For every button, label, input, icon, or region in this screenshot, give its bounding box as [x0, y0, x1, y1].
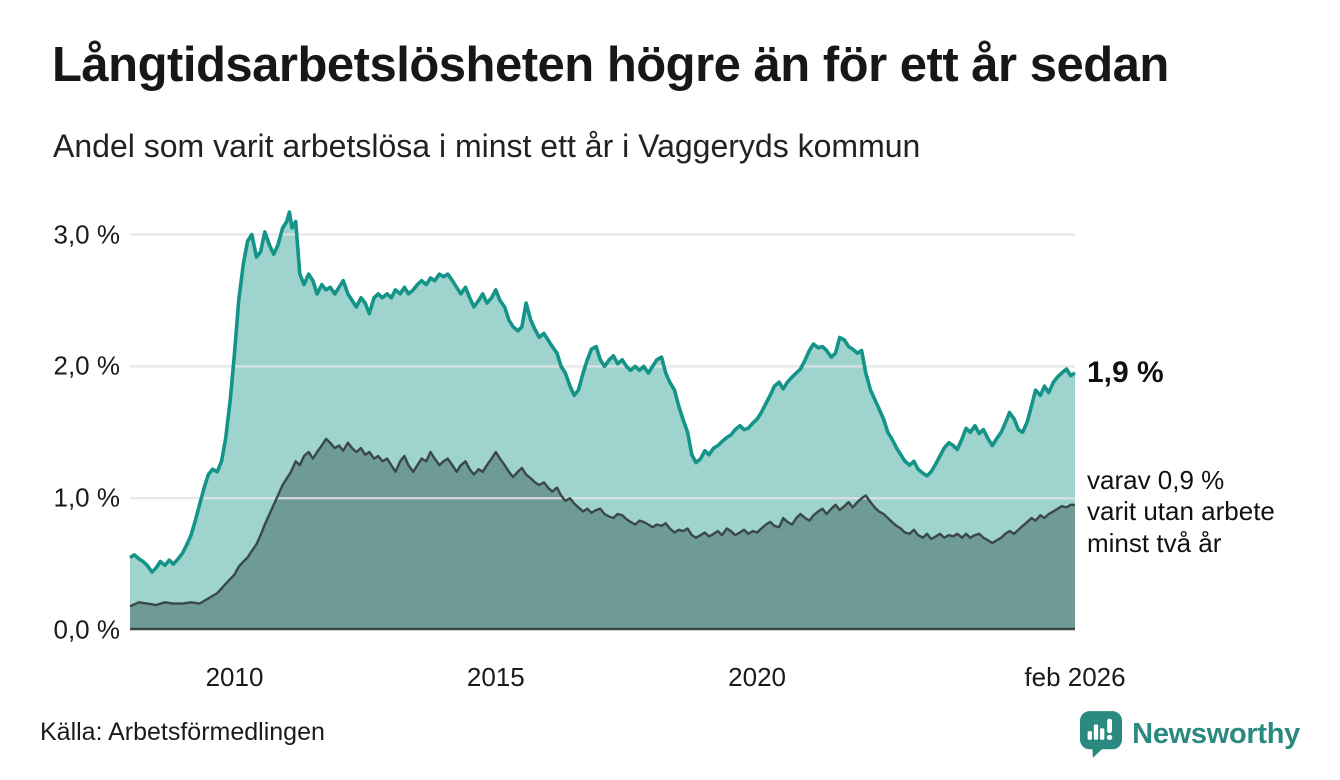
page-title: Långtidsarbetslösheten högre än för ett …	[52, 38, 1169, 92]
y-axis-label: 1,0 %	[53, 482, 121, 513]
y-axis-label: 0,0 %	[53, 614, 121, 645]
source-note: Källa: Arbetsförmedlingen	[40, 718, 325, 746]
y-axis-label: 3,0 %	[53, 219, 121, 250]
series-line-2yr	[129, 437, 1075, 608]
newsworthy-wordmark: Newsworthy	[1132, 717, 1300, 750]
two-year-annotation: varav 0,9 % varit utan arbete minst två år	[1087, 465, 1275, 560]
x-axis-label: 2020	[728, 662, 787, 692]
series-area-2yr	[130, 438, 1075, 630]
y-axis-label: 2,0 %	[53, 350, 121, 381]
x-axis-label: feb 2026	[1024, 662, 1126, 692]
chart-subtitle: Andel som varit arbetslösa i minst ett å…	[53, 128, 921, 164]
plot-area	[129, 210, 1076, 631]
annotation-line: varit utan arbete	[1087, 496, 1275, 527]
x-axis-label: 2015	[466, 662, 525, 692]
newsworthy-logo-icon	[1080, 710, 1123, 758]
latest-value-label: 1,9 %	[1087, 355, 1164, 389]
annotation-line: varav 0,9 %	[1087, 464, 1225, 495]
x-axis-label: 2010	[205, 662, 264, 692]
series-line-1yr	[129, 210, 1076, 574]
annotation-line: minst två år	[1087, 528, 1222, 559]
brand-logo: Newsworthy	[1080, 710, 1300, 758]
